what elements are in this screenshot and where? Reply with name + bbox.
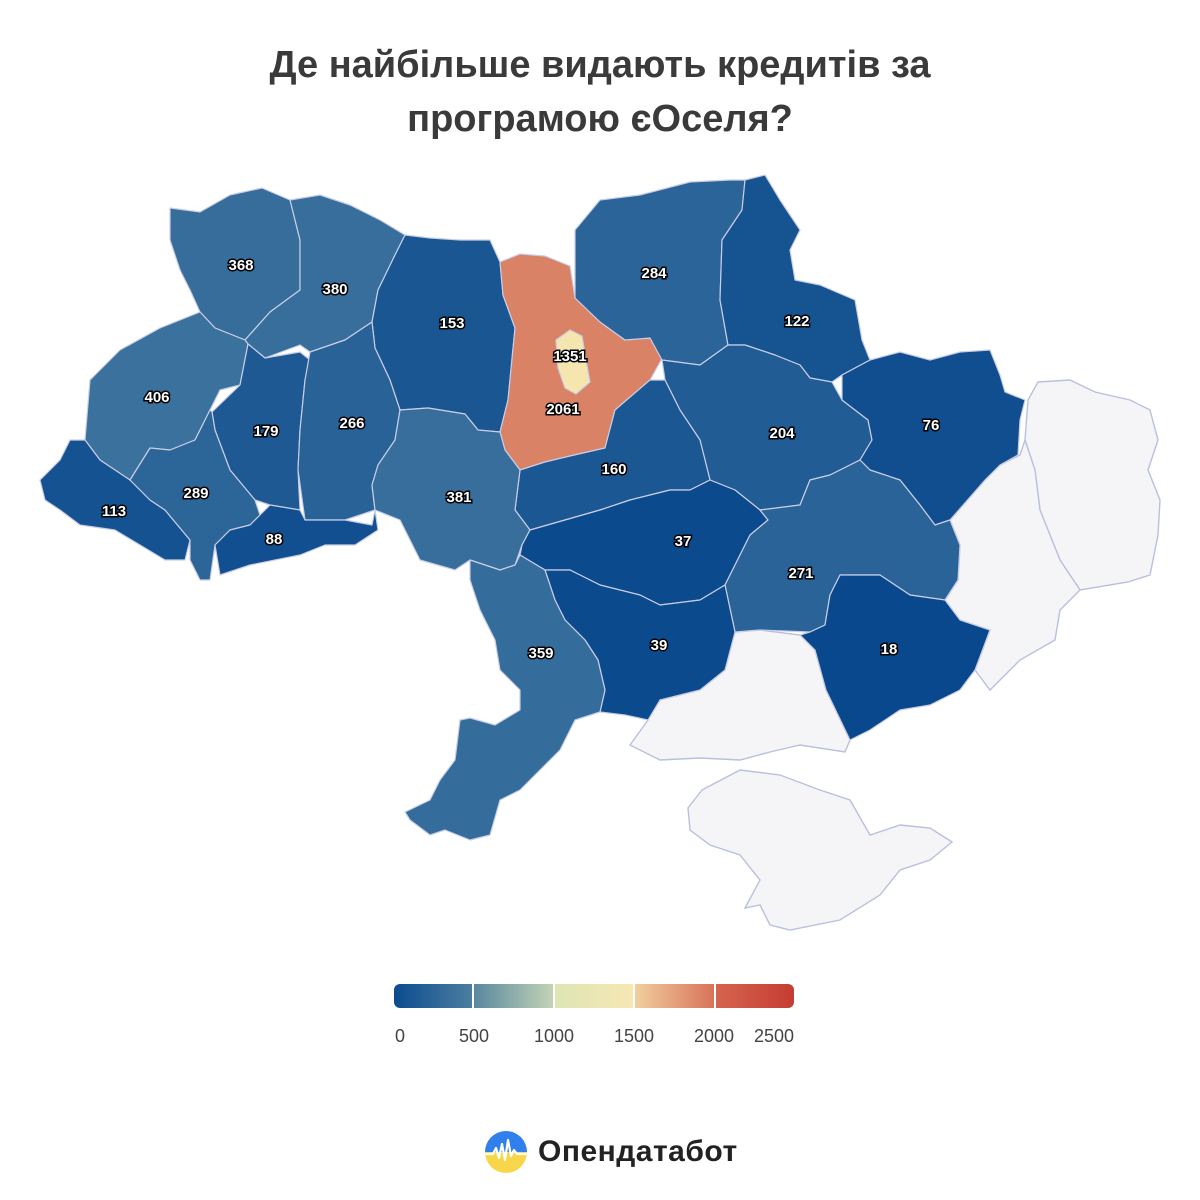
legend-segment <box>713 984 794 1008</box>
region-labels: 368 380 153 2061 1351 284 122 406 179 266 204 76 160… <box>100 255 940 663</box>
region-kyiv-city[interactable] <box>555 329 591 395</box>
region-crimea <box>687 769 954 931</box>
region-kharkiv[interactable] <box>841 349 1026 526</box>
region-label-kyiv-city: 1351 <box>553 348 586 365</box>
region-label-zhytomyr: 153 <box>439 315 464 332</box>
map-title-line2: програмою єОселя? <box>407 98 793 140</box>
region-label-chernihiv: 284 <box>641 265 667 282</box>
region-label-rivne: 380 <box>322 281 347 298</box>
region-label-kharkiv: 76 <box>923 417 940 434</box>
legend-tick-label: 2000 <box>693 1026 735 1046</box>
region-label-zaporizhzhia: 18 <box>881 641 898 658</box>
region-label-ivano-frankivsk: 289 <box>183 485 208 502</box>
region-label-odesa: 359 <box>528 645 553 662</box>
region-label-ternopil: 179 <box>253 423 278 440</box>
legend-tick-label: 0 <box>394 1026 406 1046</box>
region-label-sumy: 122 <box>784 313 809 330</box>
region-label-cherkasy: 160 <box>601 461 626 478</box>
region-label-volyn: 368 <box>228 257 253 274</box>
region-label-mykolaiv: 39 <box>651 637 668 654</box>
legend-segment <box>552 984 634 1008</box>
region-zaporizhzhia[interactable] <box>799 574 991 741</box>
map-title: Де найбільше видають кредитів за програм… <box>0 38 1200 146</box>
regions <box>39 174 1026 841</box>
legend-tick-label: 500 <box>458 1026 490 1046</box>
color-scale-legend <box>394 984 794 1008</box>
brand: Опендатабот <box>484 1128 738 1176</box>
legend-tick-label: 1000 <box>533 1026 575 1046</box>
legend-tick-label: 2500 <box>753 1026 795 1046</box>
opendatabot-logo-icon <box>485 1131 527 1173</box>
ukraine-map: 368 380 153 2061 1351 284 122 406 179 266 204 76 160… <box>39 174 1161 931</box>
legend-tick-label: 1500 <box>613 1026 655 1046</box>
region-label-vinnytsia: 381 <box>446 489 471 506</box>
map-title-line1: Де найбільше видають кредитів за <box>269 44 931 86</box>
region-chernivtsi[interactable] <box>214 504 379 576</box>
region-label-kirovohrad: 37 <box>675 533 692 550</box>
brand-name: Опендатабот <box>538 1135 738 1168</box>
region-label-kyiv-oblast: 2061 <box>546 401 579 418</box>
region-label-chernivtsi: 88 <box>266 531 283 548</box>
region-label-zakarpattia: 113 <box>102 503 126 520</box>
occupied-territories <box>628 379 1161 931</box>
region-label-poltava: 204 <box>769 425 795 442</box>
region-label-khmelnytskyi: 266 <box>339 415 364 432</box>
region-label-lviv: 406 <box>144 389 169 406</box>
legend-segment <box>633 984 714 1008</box>
legend-segment <box>472 984 553 1008</box>
region-label-dnipropetrovsk: 271 <box>788 565 813 582</box>
legend-segment <box>394 984 473 1008</box>
region-odesa[interactable] <box>404 554 606 841</box>
